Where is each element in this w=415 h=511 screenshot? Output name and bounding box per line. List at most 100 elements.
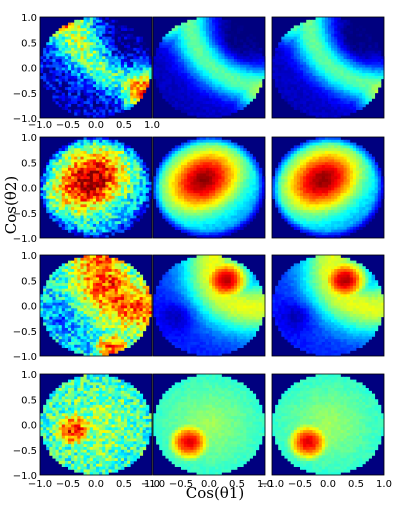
heatmap-cell [120, 64, 125, 68]
heatmap-cell [202, 167, 207, 172]
heatmap-cell [58, 78, 63, 82]
heatmap-cell [202, 159, 207, 163]
heatmap-cell [83, 235, 88, 239]
heatmap-cell [61, 151, 66, 155]
heatmap-cell [171, 67, 176, 71]
heatmap-cell [362, 84, 366, 88]
heatmap-cell [86, 195, 91, 200]
heatmap-cell [227, 31, 232, 35]
heatmap-cell [177, 198, 182, 202]
heatmap-cell [356, 25, 360, 29]
heatmap-cell [303, 89, 307, 94]
heatmap-cell [83, 139, 88, 144]
heatmap-cell [221, 209, 225, 214]
heatmap-cell [303, 47, 307, 52]
heatmap-cell [315, 42, 320, 46]
heatmap-cell [124, 28, 128, 32]
heatmap-cell [318, 56, 323, 60]
heatmap-cell [55, 75, 60, 80]
heatmap-cell [337, 103, 341, 108]
heatmap-cell [190, 78, 194, 82]
heatmap-cell [312, 92, 316, 96]
heatmap-cell [215, 153, 219, 158]
heatmap-cell [162, 59, 166, 63]
heatmap-cell [321, 112, 326, 116]
heatmap-cell [215, 89, 219, 94]
heatmap-cell [156, 187, 160, 191]
heatmap-cell [352, 39, 357, 43]
heatmap-cell [196, 56, 201, 60]
heatmap-cell [96, 212, 100, 216]
heatmap-cell [111, 179, 116, 183]
heatmap-cell [68, 148, 72, 152]
heatmap-cell [52, 181, 56, 186]
heatmap-cell [99, 56, 103, 60]
heatmap-cell [196, 162, 201, 166]
heatmap-cell [89, 50, 94, 54]
heatmap-cell [46, 184, 50, 188]
heatmap-cell [99, 173, 103, 177]
heatmap-cell [184, 209, 188, 214]
heatmap-cell [306, 42, 310, 46]
heatmap-cell [102, 167, 106, 172]
heatmap-cell [171, 75, 176, 80]
heatmap-cell [368, 87, 372, 91]
heatmap-cell [340, 39, 344, 43]
heatmap-cell [177, 184, 182, 188]
heatmap-cell [136, 187, 140, 191]
heatmap-cell [120, 33, 125, 38]
heatmap-cell [202, 221, 207, 225]
heatmap-cell [258, 47, 263, 52]
heatmap-cell [306, 39, 310, 43]
heatmap-cell [243, 31, 247, 35]
heatmap-cell [240, 75, 244, 80]
heatmap-cell [61, 33, 66, 38]
heatmap-cell [174, 28, 179, 32]
heatmap-cell [296, 103, 301, 108]
heatmap-cell [233, 64, 238, 68]
heatmap-cell [196, 53, 201, 57]
heatmap-cell [52, 184, 56, 188]
heatmap-cell [202, 142, 207, 146]
heatmap-cell [120, 81, 125, 85]
heatmap-cell [83, 61, 88, 66]
heatmap-cell [312, 22, 316, 26]
heatmap-cell [114, 176, 119, 180]
heatmap-cell [215, 112, 219, 116]
heatmap-cell [193, 98, 197, 102]
heatmap-cell [187, 207, 191, 211]
heatmap-cell [187, 19, 191, 24]
heatmap-cell [202, 181, 207, 186]
heatmap-cell [303, 53, 307, 57]
heatmap-cell [293, 101, 298, 105]
heatmap-cell [212, 167, 216, 172]
heatmap-cell [246, 31, 250, 35]
heatmap-cell [215, 59, 219, 63]
heatmap-cell [58, 153, 63, 158]
heatmap-cell [193, 153, 197, 158]
heatmap-cell [99, 67, 103, 71]
heatmap-cell [99, 42, 103, 46]
heatmap-cell [243, 50, 247, 54]
heatmap-cell [230, 145, 235, 149]
heatmap-cell [315, 95, 320, 99]
heatmap-cell [89, 53, 94, 57]
heatmap-cell [156, 64, 160, 68]
heatmap-cell [218, 142, 222, 146]
heatmap-cell [177, 39, 182, 43]
heatmap-cell [139, 193, 144, 197]
heatmap-cell [61, 215, 66, 219]
heatmap-cell [130, 95, 134, 99]
heatmap-cell [71, 190, 75, 194]
heatmap-cell [209, 70, 213, 74]
heatmap-cell [165, 195, 169, 200]
heatmap-cell [352, 28, 357, 32]
heatmap-cell [187, 25, 191, 29]
heatmap-cell [212, 22, 216, 26]
heatmap-cell [261, 61, 266, 66]
heatmap-cell [199, 212, 204, 216]
heatmap-cell [77, 215, 81, 219]
heatmap-cell [209, 92, 213, 96]
heatmap-cell [108, 198, 112, 202]
heatmap-cell [356, 101, 360, 105]
